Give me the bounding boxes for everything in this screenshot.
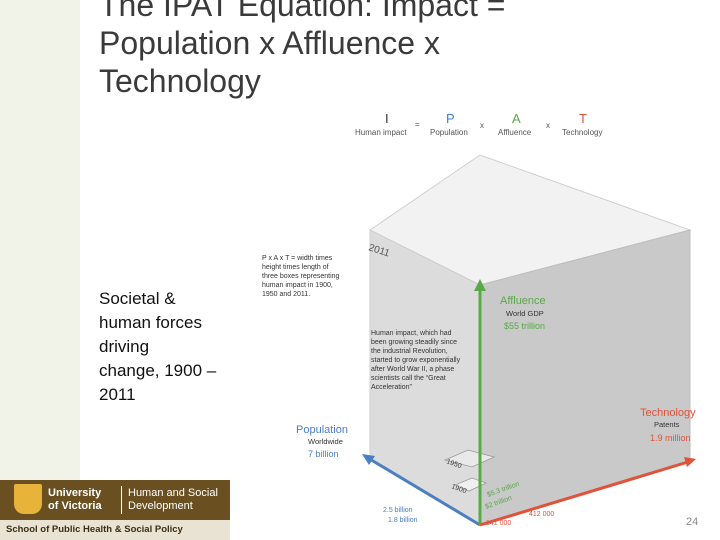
equation-equals: = [415, 120, 420, 129]
body-line: Societal & [99, 289, 176, 308]
affluence-title: Affluence [500, 295, 546, 307]
equation-p-label: Population [430, 128, 468, 137]
ipat-diagram: I Human impact = P Population x A Afflue… [250, 105, 710, 535]
impact-line: Human impact, which had [371, 330, 452, 337]
affluence-arrow [474, 279, 486, 525]
impact-line: the industrial Revolution, [371, 348, 448, 355]
impact-line: been growing steadily since [371, 339, 457, 346]
logo-divider [121, 486, 122, 514]
unit-line: Development [128, 500, 193, 512]
page-number: 24 [686, 516, 699, 528]
slide-body-text: Societal & human forces driving change, … [99, 287, 249, 407]
note-line: P x A x T = width times [262, 255, 333, 262]
pop-1950-label: 2.5 billion [383, 507, 413, 514]
logo-top-band: University of Victoria Human and Social … [0, 480, 230, 520]
logo-bottom-band: School of Public Health & Social Policy [0, 520, 230, 540]
impact-caption: Human impact, which had been growing ste… [371, 330, 461, 391]
impact-line: started to grow exponentially [371, 357, 461, 364]
unit-line: Human and Social [128, 487, 218, 499]
pop-1900-label: 1.8 billion [388, 517, 418, 524]
impact-line: after World War II, a phase [371, 366, 454, 373]
equation-p-letter: P [446, 111, 455, 126]
year-1900-label: 1900 [450, 483, 467, 495]
university-line: University [48, 487, 102, 499]
pat-note: P x A x T = width times height times len… [262, 255, 340, 298]
affluence-label: Affluence World GDP $55 trillion [500, 295, 546, 331]
ipat-equation: I Human impact = P Population x A Afflue… [355, 111, 602, 137]
technology-title: Technology [640, 407, 696, 419]
university-name: University of Victoria [48, 487, 118, 513]
patents-1950-label: 412 000 [529, 511, 554, 518]
box-1900 [453, 477, 488, 492]
slide-title-line: Population x Affluence x [99, 25, 440, 61]
impact-line: Acceleration” [371, 384, 413, 391]
slide-sidebar-band [0, 0, 80, 480]
body-line: 2011 [99, 385, 136, 404]
population-title: Population [296, 424, 348, 436]
note-line: human impact in 1900, [262, 282, 333, 289]
body-line: driving [99, 337, 150, 356]
slide-title-line: The IPAT Equation: Impact = [99, 0, 506, 23]
population-sub: Worldwide [308, 437, 343, 446]
unit-name: Human and Social Development [128, 487, 228, 513]
affluence-sub: World GDP [506, 309, 544, 318]
body-line: change, 1900 – [99, 361, 217, 380]
slide-title-line: Technology [99, 63, 261, 99]
population-label: Population Worldwide 7 billion [296, 424, 348, 459]
equation-a-label: Affluence [498, 128, 532, 137]
uvic-crest-icon [14, 484, 42, 514]
note-line: three boxes representing [262, 273, 340, 280]
equation-t-letter: T [579, 111, 587, 126]
equation-t-label: Technology [562, 128, 602, 137]
impact-line: scientists call the “Great [371, 375, 446, 382]
technology-value: 1.9 million [650, 433, 691, 443]
year-1950-label: 1950 [445, 458, 462, 470]
school-name: School of Public Health & Social Policy [6, 524, 183, 535]
affluence-value: $55 trillion [504, 321, 545, 331]
equation-i-label: Human impact [355, 128, 407, 137]
population-value: 7 billion [308, 449, 339, 459]
note-line: 1950 and 2011. [262, 291, 310, 298]
equation-times-1: x [480, 121, 484, 130]
technology-sub: Patents [654, 420, 680, 429]
patents-1900-label: 141 000 [486, 520, 511, 527]
note-line: height times length of [262, 264, 329, 271]
equation-a-letter: A [512, 111, 521, 126]
technology-arrow [479, 457, 696, 527]
box-1950 [443, 449, 496, 468]
ipat-diagram-svg: I Human impact = P Population x A Afflue… [262, 111, 696, 527]
university-line: of Victoria [48, 500, 102, 512]
equation-i-letter: I [385, 111, 389, 126]
equation-times-2: x [546, 121, 550, 130]
population-arrow [362, 454, 481, 527]
slide-title: The IPAT Equation: Impact = Population x… [99, 0, 659, 100]
university-logo: University of Victoria Human and Social … [0, 480, 230, 540]
technology-label: Technology Patents 1.9 million [640, 407, 696, 443]
body-line: human forces [99, 313, 202, 332]
